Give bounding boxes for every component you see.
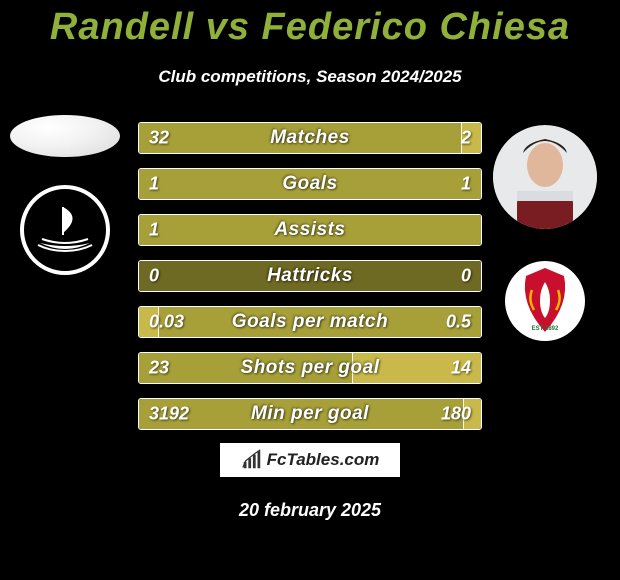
stat-bar-divider bbox=[158, 307, 159, 337]
stats-bars: Matches322 Goals11 Assists1 Hattricks00 Goal… bbox=[138, 122, 482, 430]
left-player-column bbox=[6, 115, 124, 275]
liverpool-crest-icon: EST 1892 bbox=[504, 260, 586, 342]
stat-bar: Goals11 bbox=[138, 168, 482, 200]
stat-bar-right-segment bbox=[310, 169, 481, 199]
stat-bar-left-segment bbox=[139, 261, 310, 291]
stat-bar-left-segment bbox=[139, 215, 481, 245]
stat-bar: Shots per goal2314 bbox=[138, 352, 482, 384]
stat-bar-left-segment bbox=[139, 123, 461, 153]
stat-bar-divider bbox=[352, 353, 353, 383]
fctables-text: FcTables.com bbox=[267, 450, 380, 470]
fctables-logo: FcTables.com bbox=[220, 443, 400, 477]
stat-bar-right-segment bbox=[352, 353, 481, 383]
stat-bar-divider bbox=[463, 399, 464, 429]
right-player-column: EST 1892 bbox=[490, 125, 600, 345]
player-silhouette-icon bbox=[493, 125, 597, 229]
right-player-photo bbox=[493, 125, 597, 229]
stat-bar: Min per goal3192180 bbox=[138, 398, 482, 430]
stat-bar-divider bbox=[481, 215, 482, 245]
stat-bar-left-segment bbox=[139, 307, 158, 337]
comparison-date: 20 february 2025 bbox=[0, 500, 620, 521]
stat-bar: Matches322 bbox=[138, 122, 482, 154]
stat-bar-right-segment bbox=[158, 307, 481, 337]
stat-bar: Assists1 bbox=[138, 214, 482, 246]
stat-bar-right-segment bbox=[461, 123, 481, 153]
stat-bar-divider bbox=[461, 123, 462, 153]
left-player-photo-placeholder bbox=[10, 115, 120, 157]
plymouth-ship-icon bbox=[30, 195, 100, 265]
stat-bar-right-segment bbox=[310, 261, 481, 291]
left-club-badge bbox=[20, 185, 110, 275]
stat-bar-left-segment bbox=[139, 353, 352, 383]
stat-bar: Goals per match0.030.5 bbox=[138, 306, 482, 338]
stat-bar-left-segment bbox=[139, 169, 310, 199]
stat-bar-left-segment bbox=[139, 399, 463, 429]
stat-bar-right-segment bbox=[463, 399, 481, 429]
svg-text:EST 1892: EST 1892 bbox=[532, 326, 559, 332]
chart-icon bbox=[241, 449, 263, 471]
stat-bar: Hattricks00 bbox=[138, 260, 482, 292]
right-club-badge: EST 1892 bbox=[501, 257, 589, 345]
comparison-title: Randell vs Federico Chiesa bbox=[0, 0, 620, 49]
comparison-subtitle: Club competitions, Season 2024/2025 bbox=[0, 67, 620, 87]
